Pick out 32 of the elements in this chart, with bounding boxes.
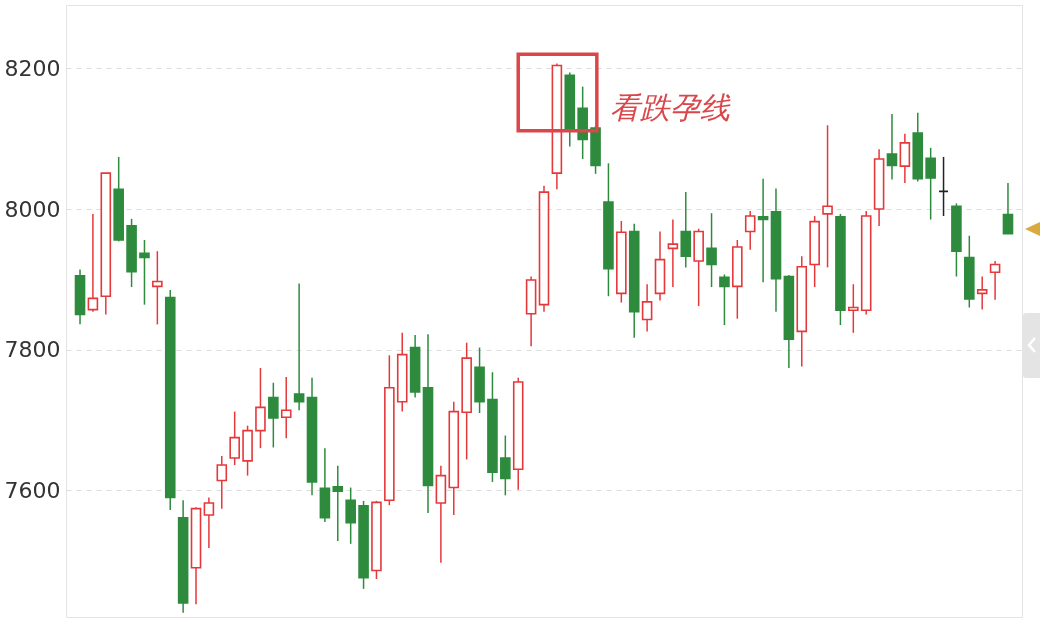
candlestick xyxy=(706,212,717,288)
candlestick xyxy=(345,486,356,545)
y-tick-label: 8200 xyxy=(4,55,61,81)
candlestick xyxy=(152,250,163,326)
candlestick xyxy=(667,218,679,288)
candlestick xyxy=(216,455,228,510)
candlestick xyxy=(989,260,1001,301)
candlestick xyxy=(744,210,756,251)
candlestick xyxy=(822,124,833,269)
candlestick xyxy=(899,132,911,184)
candlestick xyxy=(332,465,344,542)
candlestick xyxy=(886,113,898,181)
candlestick xyxy=(268,382,279,449)
candlestick xyxy=(203,496,215,549)
candlestick xyxy=(641,283,653,333)
annotation: 看跌孕线 xyxy=(609,90,731,126)
candlestick xyxy=(280,376,292,440)
candlestick xyxy=(719,273,730,326)
candlestick xyxy=(255,367,266,449)
candlestick xyxy=(87,213,99,313)
candlestick xyxy=(976,275,988,311)
y-tick-label: 7800 xyxy=(4,337,61,363)
candlestick xyxy=(139,239,150,306)
y-tick-label: 8000 xyxy=(4,196,61,222)
candlestick xyxy=(1002,182,1014,235)
y-tick-label: 7600 xyxy=(4,477,61,503)
candlestick xyxy=(757,178,769,283)
candlestick xyxy=(293,282,305,411)
candlestick xyxy=(848,283,859,334)
candlestick xyxy=(500,434,511,497)
candlestick xyxy=(229,410,240,466)
candlestick xyxy=(925,147,936,221)
